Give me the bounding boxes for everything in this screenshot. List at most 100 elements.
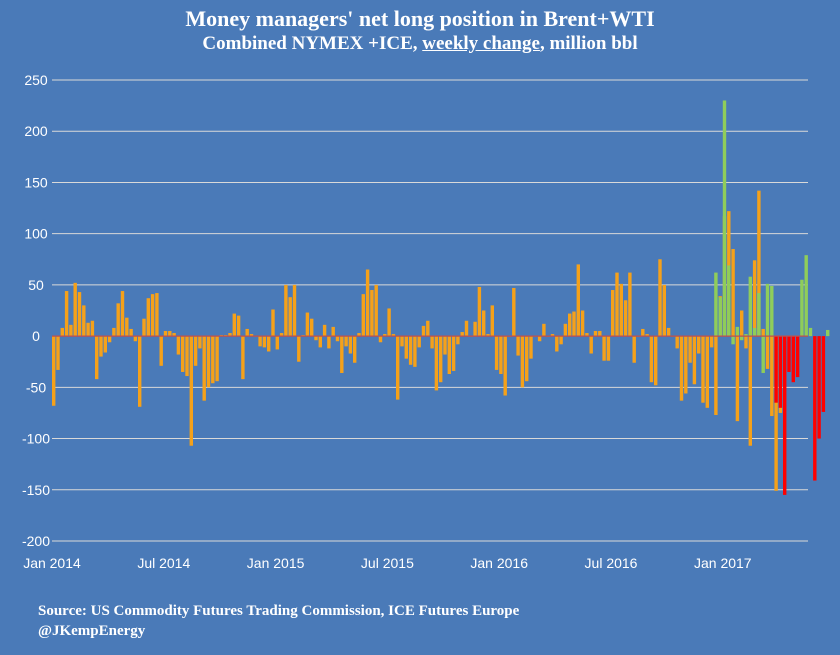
bar <box>185 336 189 377</box>
bar <box>748 276 752 337</box>
bar <box>568 313 572 337</box>
bar <box>679 336 684 401</box>
subtitle-underlined: weekly change <box>422 33 540 54</box>
bar <box>675 336 679 349</box>
bar <box>585 333 589 337</box>
bar <box>236 315 241 337</box>
bar <box>297 336 301 362</box>
bar <box>370 290 374 337</box>
bar <box>537 336 542 342</box>
bar <box>774 336 778 491</box>
bar <box>155 293 159 337</box>
bar <box>365 269 370 337</box>
twitter-handle: @JKempEnergy <box>38 623 146 639</box>
bar <box>396 336 400 400</box>
bar <box>443 336 447 355</box>
bar <box>340 336 344 373</box>
source-line: Source: US Commodity Futures Trading Com… <box>38 603 520 619</box>
bar <box>744 334 748 337</box>
bar <box>542 323 546 337</box>
bar <box>623 300 628 337</box>
y-tick-label: -200 <box>22 533 50 549</box>
x-tick-label: Jul 2014 <box>137 555 190 571</box>
bar <box>189 336 193 446</box>
bar <box>378 336 383 343</box>
bar <box>559 336 563 345</box>
bar <box>60 327 64 337</box>
bar <box>589 336 593 354</box>
y-axis-ticks: -200 -150 -100 -50 0 50 100 150 200 250 <box>22 72 50 549</box>
bar <box>490 305 494 337</box>
x-tick-label: Jan 2017 <box>694 555 752 571</box>
bar <box>593 330 598 337</box>
bar <box>284 284 288 337</box>
bar <box>645 334 649 337</box>
bar <box>357 333 361 337</box>
bar <box>159 336 163 366</box>
x-axis-ticks: Jan 2014 Jul 2014 Jan 2015 Jul 2015 Jan 2016… <box>23 555 752 571</box>
bar <box>361 294 365 337</box>
bar <box>740 336 744 341</box>
bar <box>125 317 129 337</box>
subtitle-suffix: , million bbl <box>539 33 638 54</box>
bar <box>241 336 245 380</box>
bar <box>525 336 529 382</box>
bar <box>181 336 185 372</box>
bar <box>697 336 701 354</box>
bar <box>215 336 219 382</box>
bar <box>275 336 279 350</box>
bar <box>602 336 606 361</box>
bar <box>163 330 168 337</box>
bar <box>516 336 520 356</box>
bar <box>314 336 318 341</box>
bar <box>817 336 821 439</box>
bar <box>731 336 735 345</box>
bar <box>482 310 486 337</box>
y-tick-label: 200 <box>24 123 48 139</box>
bar <box>335 336 340 342</box>
bar <box>658 259 662 337</box>
bar <box>271 309 275 337</box>
bar <box>740 310 744 337</box>
subtitle-prefix: Combined NYMEX +ICE, <box>202 33 423 54</box>
bar <box>417 336 421 348</box>
x-tick-label: Jan 2016 <box>470 555 528 571</box>
bar <box>112 327 116 337</box>
y-tick-label: -150 <box>22 482 50 498</box>
bar <box>752 327 757 337</box>
bar <box>383 334 387 337</box>
bar <box>404 336 408 359</box>
bar <box>615 272 619 337</box>
bar <box>701 336 705 403</box>
bar <box>292 284 297 337</box>
bar <box>107 336 112 343</box>
bar <box>262 336 267 348</box>
bar <box>800 279 804 337</box>
bar <box>99 336 103 357</box>
bar <box>512 287 516 337</box>
bar <box>795 336 800 378</box>
bar <box>494 336 499 370</box>
bar <box>64 291 69 337</box>
bar <box>580 310 585 337</box>
bar <box>77 292 82 337</box>
bar <box>555 336 559 352</box>
bar <box>649 336 654 383</box>
bar <box>430 336 434 349</box>
bar <box>168 330 172 337</box>
bar <box>90 320 95 337</box>
bar <box>138 336 142 407</box>
bar <box>752 260 757 337</box>
bar <box>666 327 671 337</box>
x-tick-label: Jul 2016 <box>585 555 638 571</box>
bar <box>198 336 202 349</box>
bar <box>374 284 378 337</box>
bar <box>770 285 774 337</box>
bar <box>176 336 181 355</box>
bar <box>353 336 357 363</box>
bar <box>731 249 735 337</box>
bar <box>202 336 206 401</box>
bar <box>193 336 198 366</box>
bar <box>619 283 623 337</box>
